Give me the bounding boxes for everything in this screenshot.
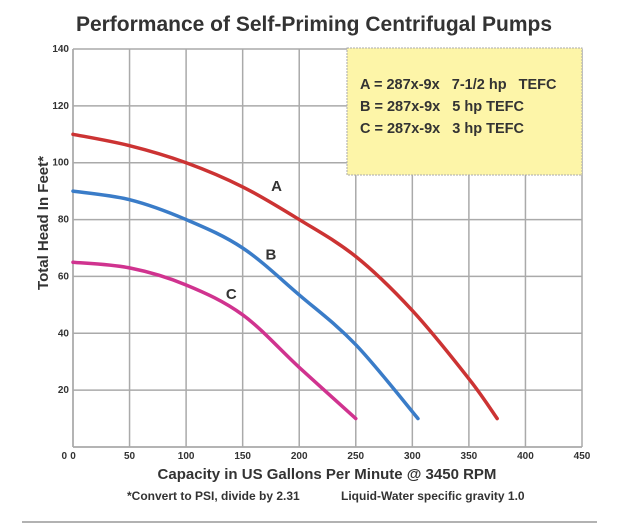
- x-tick-label: 200: [291, 451, 308, 462]
- x-tick-label: 0: [70, 451, 76, 462]
- series-line-c: [71, 260, 358, 421]
- x-tick-label: 100: [178, 451, 195, 462]
- y-tick-label: 80: [58, 215, 70, 226]
- x-tick-labels: 0 50 100 150 200 250 300 350 400 450: [70, 451, 591, 462]
- legend: A = 287x-9x 7-1/2 hp TEFC B = 287x-9x 5 …: [346, 47, 583, 176]
- legend-entry-c: C = 287x-9x 3 hp TEFC: [360, 121, 525, 137]
- y-tick-label: 0: [61, 451, 67, 462]
- x-tick-label: 300: [404, 451, 421, 462]
- y-tick-label: 40: [58, 328, 70, 339]
- y-tick-label: 140: [52, 44, 69, 55]
- y-tick-labels: 0 20 40 60 80 100 120 140: [52, 44, 69, 462]
- legend-box: [346, 47, 583, 176]
- x-tick-label: 400: [517, 451, 534, 462]
- curve-labels: A B C: [226, 178, 282, 303]
- curve-label-c: C: [226, 286, 237, 303]
- x-tick-label: 350: [461, 451, 478, 462]
- curve-label-b: B: [266, 246, 277, 263]
- y-tick-label: 100: [52, 158, 69, 169]
- series-line-b: [71, 189, 420, 421]
- y-tick-label: 120: [52, 101, 69, 112]
- series-lines: [71, 132, 499, 421]
- y-tick-label: 20: [58, 385, 70, 396]
- series-line-a: [71, 132, 499, 421]
- legend-entry-a: A = 287x-9x 7-1/2 hp TEFC: [360, 77, 557, 93]
- x-tick-label: 50: [124, 451, 136, 462]
- x-axis-label: Capacity in US Gallons Per Minute @ 3450…: [158, 466, 497, 483]
- y-tick-label: 60: [58, 271, 70, 282]
- y-axis-label: Total Head In Feet*: [35, 156, 52, 290]
- curve-label-a: A: [271, 178, 282, 195]
- x-tick-label: 150: [234, 451, 251, 462]
- x-tick-label: 250: [347, 451, 364, 462]
- chart-title: Performance of Self-Priming Centrifugal …: [76, 13, 552, 36]
- legend-entry-b: B = 287x-9x 5 hp TEFC: [360, 99, 525, 115]
- x-tick-label: 450: [574, 451, 591, 462]
- footnote-psi: *Convert to PSI, divide by 2.31: [127, 489, 300, 503]
- footnote-gravity: Liquid-Water specific gravity 1.0: [341, 489, 525, 503]
